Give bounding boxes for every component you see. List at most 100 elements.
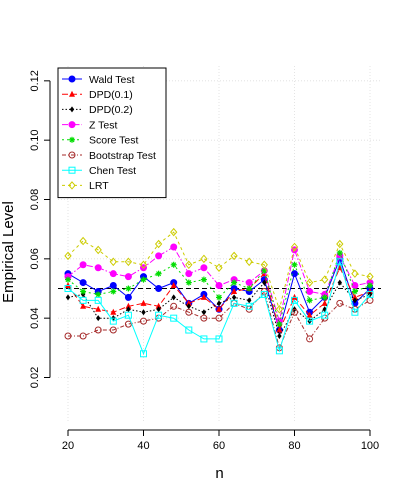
x-axis: 20 40 60 80 100 bbox=[62, 429, 379, 452]
data-point bbox=[96, 315, 101, 322]
data-point bbox=[200, 276, 207, 283]
legend-label: Z Test bbox=[89, 119, 117, 131]
data-point bbox=[64, 332, 72, 340]
data-point bbox=[245, 279, 253, 287]
x-tick-label: 80 bbox=[288, 440, 300, 452]
legend-label: DPD(0.2) bbox=[89, 104, 133, 116]
star-stroke bbox=[110, 288, 116, 294]
y-tick-label: 0.08 bbox=[29, 189, 41, 210]
data-point bbox=[200, 254, 208, 264]
data-point bbox=[351, 269, 359, 278]
data-point bbox=[246, 285, 253, 292]
star-stroke bbox=[186, 280, 192, 286]
series-line bbox=[68, 290, 371, 350]
data-point bbox=[64, 251, 72, 261]
data-point bbox=[216, 300, 222, 307]
data-point bbox=[124, 311, 132, 319]
x-tick-label: 100 bbox=[361, 440, 379, 452]
data-point bbox=[185, 260, 193, 270]
series-line bbox=[67, 260, 371, 356]
data-point bbox=[351, 282, 359, 290]
legend-label: Bootstrap Test bbox=[89, 150, 156, 162]
data-point bbox=[79, 296, 87, 304]
data-point bbox=[291, 261, 298, 268]
star-stroke bbox=[95, 291, 101, 297]
data-point bbox=[231, 294, 237, 301]
y-tick-label: 0.12 bbox=[29, 70, 41, 91]
legend-box bbox=[57, 67, 167, 199]
data-point bbox=[201, 309, 207, 316]
data-point bbox=[155, 302, 162, 309]
legend-label: Wald Test bbox=[89, 74, 135, 86]
star-stroke bbox=[367, 283, 373, 289]
series-layer bbox=[64, 227, 374, 358]
data-point bbox=[109, 317, 117, 325]
data-point bbox=[140, 350, 148, 358]
series-chen-test bbox=[64, 258, 374, 358]
legend-label: Chen Test bbox=[89, 165, 136, 177]
data-point bbox=[79, 279, 87, 287]
data-point bbox=[185, 326, 193, 334]
series-line bbox=[67, 281, 371, 338]
y-tick-label: 0.06 bbox=[29, 248, 41, 269]
data-point bbox=[109, 270, 117, 278]
star-stroke bbox=[307, 297, 313, 303]
data-point bbox=[109, 326, 117, 334]
data-point bbox=[290, 242, 299, 252]
data-point bbox=[276, 326, 283, 333]
legend-label: LRT bbox=[89, 180, 109, 192]
data-point bbox=[140, 317, 148, 325]
star-stroke bbox=[276, 321, 282, 327]
star-stroke bbox=[337, 250, 343, 256]
y-tick-label: 0.04 bbox=[29, 307, 41, 328]
data-point bbox=[231, 287, 238, 294]
data-point bbox=[262, 279, 267, 286]
star-stroke bbox=[322, 294, 328, 300]
data-point bbox=[110, 308, 117, 315]
series-lrt bbox=[64, 227, 374, 314]
data-point bbox=[140, 276, 147, 283]
star-stroke bbox=[201, 277, 207, 283]
data-point bbox=[200, 293, 207, 300]
x-axis-title: n bbox=[215, 465, 223, 482]
y-tick-label: 0.02 bbox=[29, 367, 41, 388]
legend-marker bbox=[68, 181, 76, 190]
data-point bbox=[306, 335, 314, 343]
data-point bbox=[291, 296, 299, 304]
x-tick-label: 40 bbox=[137, 440, 149, 452]
data-point bbox=[65, 294, 71, 301]
data-point bbox=[230, 299, 238, 307]
data-point bbox=[79, 332, 87, 340]
data-point bbox=[260, 290, 268, 298]
data-point bbox=[352, 297, 358, 304]
data-point bbox=[94, 264, 102, 272]
data-point bbox=[260, 260, 268, 270]
star-stroke bbox=[69, 137, 75, 143]
data-point bbox=[215, 282, 223, 290]
legend-marker bbox=[68, 121, 76, 129]
star-stroke bbox=[291, 262, 298, 268]
star-stroke bbox=[65, 277, 71, 283]
data-point bbox=[94, 296, 102, 304]
data-point bbox=[185, 299, 192, 306]
data-point bbox=[80, 288, 87, 295]
data-point bbox=[140, 299, 147, 306]
data-point bbox=[94, 326, 102, 334]
data-point bbox=[170, 243, 178, 251]
data-point bbox=[277, 332, 282, 339]
data-point bbox=[110, 288, 117, 295]
data-point bbox=[65, 276, 71, 283]
data-point bbox=[155, 311, 163, 319]
legend-marker bbox=[68, 151, 76, 159]
data-point bbox=[185, 308, 193, 316]
data-point bbox=[200, 314, 208, 322]
data-point bbox=[216, 294, 223, 301]
star-stroke bbox=[171, 262, 177, 268]
data-point bbox=[79, 261, 87, 269]
data-point bbox=[306, 317, 314, 325]
data-point bbox=[126, 306, 131, 313]
star-stroke bbox=[352, 288, 358, 294]
data-point bbox=[231, 279, 238, 286]
data-point bbox=[275, 347, 283, 355]
